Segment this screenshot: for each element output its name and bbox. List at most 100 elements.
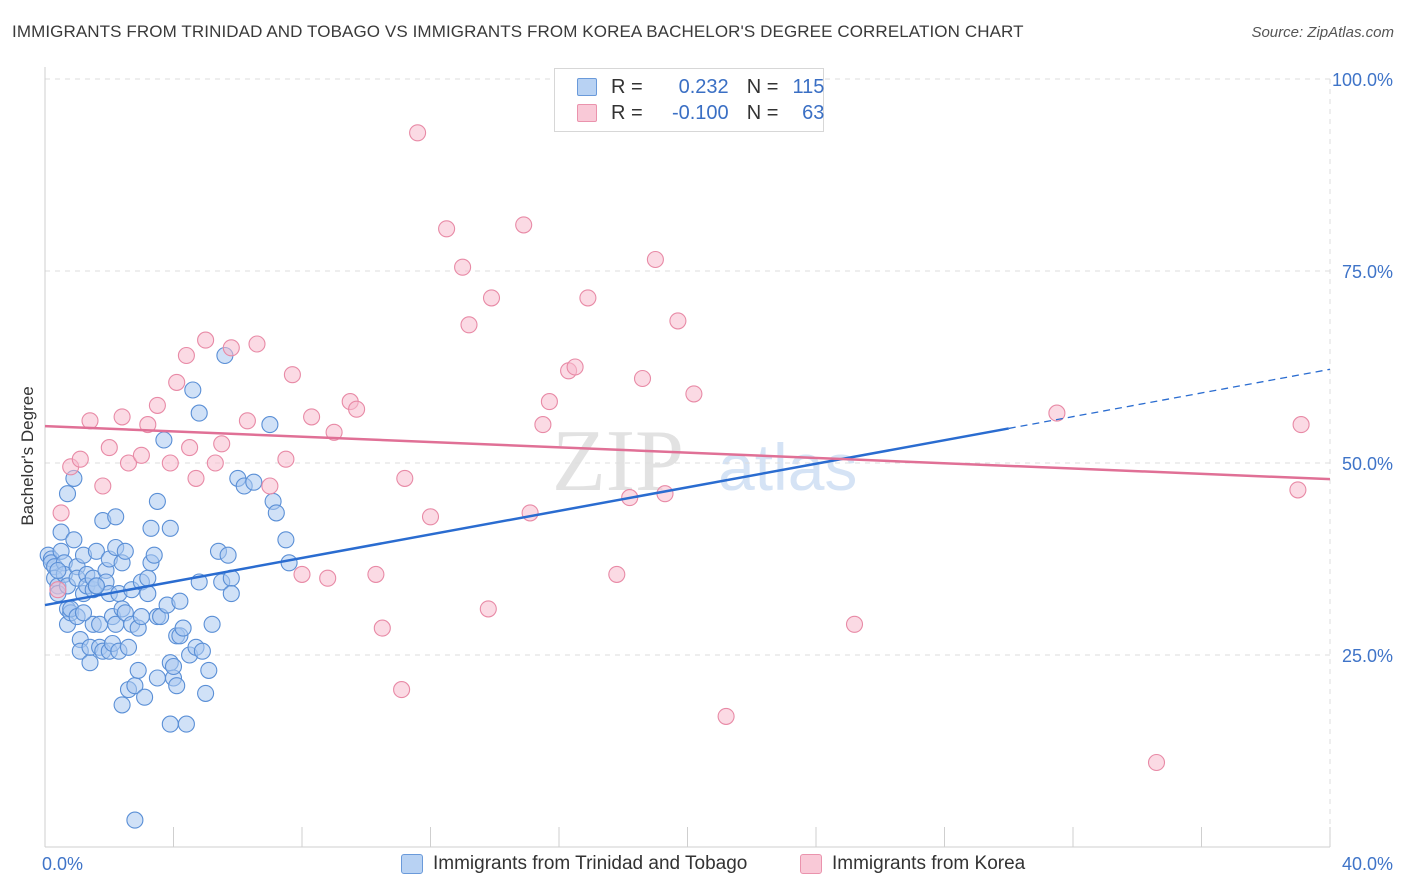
trend-line-korea	[44, 424, 1331, 481]
point-korea	[161, 454, 179, 472]
r-label: R =	[611, 101, 643, 124]
point-trinidad	[113, 696, 131, 714]
point-korea	[238, 412, 256, 430]
watermark-atlas: atlas	[718, 430, 857, 504]
point-trinidad	[164, 657, 183, 676]
point-korea	[438, 220, 456, 238]
point-trinidad	[145, 546, 163, 564]
point-korea	[393, 681, 411, 699]
legend-item-trinidad: Immigrants from Trinidad and Tobago	[401, 850, 747, 878]
stats-legend: R = 0.232 N = 115 R = -0.100 N = 63	[554, 68, 824, 132]
point-korea	[396, 469, 414, 487]
point-korea	[325, 423, 343, 441]
x-tick-label: 40.0%	[1342, 854, 1393, 874]
grid-lines	[45, 78, 1331, 847]
point-korea	[409, 124, 427, 142]
legend-item-korea: Immigrants from Korea	[800, 850, 1025, 878]
point-korea	[1289, 481, 1307, 499]
point-trinidad	[245, 473, 263, 491]
point-korea	[181, 439, 199, 457]
r-value: -0.100	[671, 101, 729, 124]
point-korea	[319, 569, 337, 587]
point-trinidad	[148, 492, 166, 510]
axes	[44, 67, 1331, 848]
point-trinidad	[148, 669, 166, 687]
point-trinidad	[280, 554, 298, 572]
point-korea	[540, 393, 558, 411]
point-trinidad	[52, 523, 70, 541]
point-korea	[579, 289, 597, 307]
point-korea	[633, 369, 652, 388]
point-trinidad	[197, 684, 215, 702]
point-korea	[1147, 753, 1166, 772]
point-trinidad	[142, 519, 160, 537]
point-korea	[248, 335, 266, 353]
point-trinidad	[184, 381, 202, 399]
point-korea	[521, 504, 539, 522]
point-korea	[460, 316, 478, 334]
x-tick-label: 0.0%	[42, 854, 83, 874]
point-korea	[685, 385, 703, 403]
point-korea	[454, 258, 472, 276]
y-axis-label: Bachelor's Degree	[18, 386, 37, 525]
point-trinidad	[136, 688, 154, 706]
point-korea	[52, 504, 70, 522]
point-korea	[479, 600, 497, 618]
point-korea	[206, 454, 224, 472]
point-korea	[213, 435, 231, 453]
chart-source: Source: ZipAtlas.com	[1251, 24, 1394, 41]
series-korea-points	[49, 124, 1310, 772]
point-korea	[139, 416, 157, 434]
point-korea	[293, 565, 311, 583]
point-trinidad	[161, 715, 179, 733]
point-korea	[277, 450, 295, 468]
point-trinidad	[190, 404, 208, 422]
point-trinidad	[193, 642, 211, 660]
point-trinidad	[174, 619, 192, 637]
r-label: R =	[611, 75, 643, 98]
point-korea	[303, 408, 321, 426]
point-trinidad	[129, 661, 147, 679]
point-korea	[222, 339, 240, 357]
point-trinidad	[168, 677, 186, 695]
legend-swatch-pink	[800, 854, 822, 874]
point-korea	[187, 469, 205, 487]
point-trinidad	[277, 531, 295, 549]
y-tick-label: 50.0%	[1342, 454, 1393, 474]
point-korea	[367, 565, 385, 583]
n-value: 115	[792, 75, 825, 98]
point-trinidad	[139, 569, 157, 587]
point-trinidad	[171, 592, 189, 610]
point-korea	[71, 450, 89, 468]
point-korea	[283, 366, 301, 384]
y-tick-label: 25.0%	[1342, 646, 1393, 666]
legend-swatch-pink	[577, 104, 597, 122]
point-trinidad	[261, 416, 279, 434]
point-trinidad	[58, 485, 77, 503]
stats-row-trinidad: R = 0.232 N = 115	[577, 74, 824, 100]
point-trinidad	[155, 431, 173, 449]
point-trinidad	[74, 604, 93, 622]
point-trinidad	[203, 615, 221, 633]
point-korea	[515, 216, 533, 234]
series-trinidad-points	[39, 346, 298, 829]
point-trinidad	[49, 561, 67, 580]
point-trinidad	[267, 504, 285, 522]
point-korea	[1048, 404, 1066, 422]
point-trinidad	[87, 577, 105, 595]
legend-swatch-blue	[577, 78, 597, 96]
point-trinidad	[116, 542, 134, 560]
point-trinidad	[132, 608, 150, 626]
point-korea	[845, 615, 864, 633]
point-korea	[534, 416, 552, 434]
trend-lines	[44, 368, 1331, 607]
point-trinidad	[219, 546, 237, 564]
point-korea	[81, 412, 99, 430]
stats-row-korea: R = -0.100 N = 63	[577, 100, 824, 126]
point-korea	[49, 581, 67, 599]
chart-title: IMMIGRANTS FROM TRINIDAD AND TOBAGO VS I…	[12, 22, 1024, 41]
legend-label: Immigrants from Trinidad and Tobago	[433, 853, 748, 874]
trend-line-trinidad	[44, 427, 1009, 607]
trend-extension-trinidad	[1008, 368, 1331, 430]
